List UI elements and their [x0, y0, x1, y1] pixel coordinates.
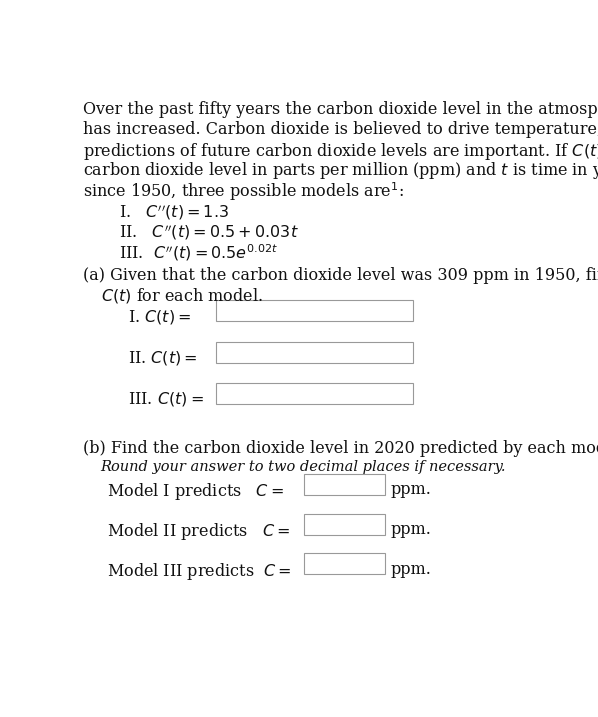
Text: predictions of future carbon dioxide levels are important. If $C(t)$ is: predictions of future carbon dioxide lev… [83, 141, 598, 162]
Text: Round your answer to two decimal places if necessary.: Round your answer to two decimal places … [100, 460, 506, 474]
Text: ppm.: ppm. [391, 521, 432, 538]
Text: III. $C(t) =$: III. $C(t) =$ [128, 391, 204, 409]
FancyBboxPatch shape [304, 474, 385, 495]
Text: (b) Find the carbon dioxide level in 2020 predicted by each model.: (b) Find the carbon dioxide level in 202… [83, 440, 598, 457]
Text: ppm.: ppm. [391, 481, 432, 498]
Text: Model I predicts   $C =$: Model I predicts $C =$ [107, 481, 284, 503]
Text: II.   $C''(t) = 0.5 + 0.03t$: II. $C''(t) = 0.5 + 0.03t$ [119, 222, 298, 242]
Text: (a) Given that the carbon dioxide level was 309 ppm in 1950, find: (a) Given that the carbon dioxide level … [83, 267, 598, 283]
Text: ppm.: ppm. [391, 561, 432, 578]
FancyBboxPatch shape [216, 342, 413, 363]
FancyBboxPatch shape [304, 554, 385, 574]
FancyBboxPatch shape [216, 383, 413, 404]
Text: II. $C(t) =$: II. $C(t) =$ [128, 349, 198, 367]
FancyBboxPatch shape [304, 513, 385, 535]
Text: has increased. Carbon dioxide is believed to drive temperature, so: has increased. Carbon dioxide is believe… [83, 121, 598, 138]
Text: since 1950, three possible models are$^1$:: since 1950, three possible models are$^1… [83, 180, 404, 203]
Text: Model III predicts  $C =$: Model III predicts $C =$ [107, 561, 292, 581]
Text: $C(t)$ for each model.: $C(t)$ for each model. [100, 286, 263, 305]
Text: carbon dioxide level in parts per million (ppm) and $t$ is time in years: carbon dioxide level in parts per millio… [83, 161, 598, 181]
FancyBboxPatch shape [216, 300, 413, 321]
Text: Model II predicts   $C =$: Model II predicts $C =$ [107, 521, 291, 542]
Text: I. $C(t) =$: I. $C(t) =$ [128, 308, 191, 326]
Text: I.   $C''(t) = 1.3$: I. $C''(t) = 1.3$ [119, 203, 229, 222]
Text: Over the past fifty years the carbon dioxide level in the atmosphere: Over the past fifty years the carbon dio… [83, 102, 598, 118]
Text: III.  $C''(t) = 0.5e^{0.02t}$: III. $C''(t) = 0.5e^{0.02t}$ [119, 242, 278, 262]
